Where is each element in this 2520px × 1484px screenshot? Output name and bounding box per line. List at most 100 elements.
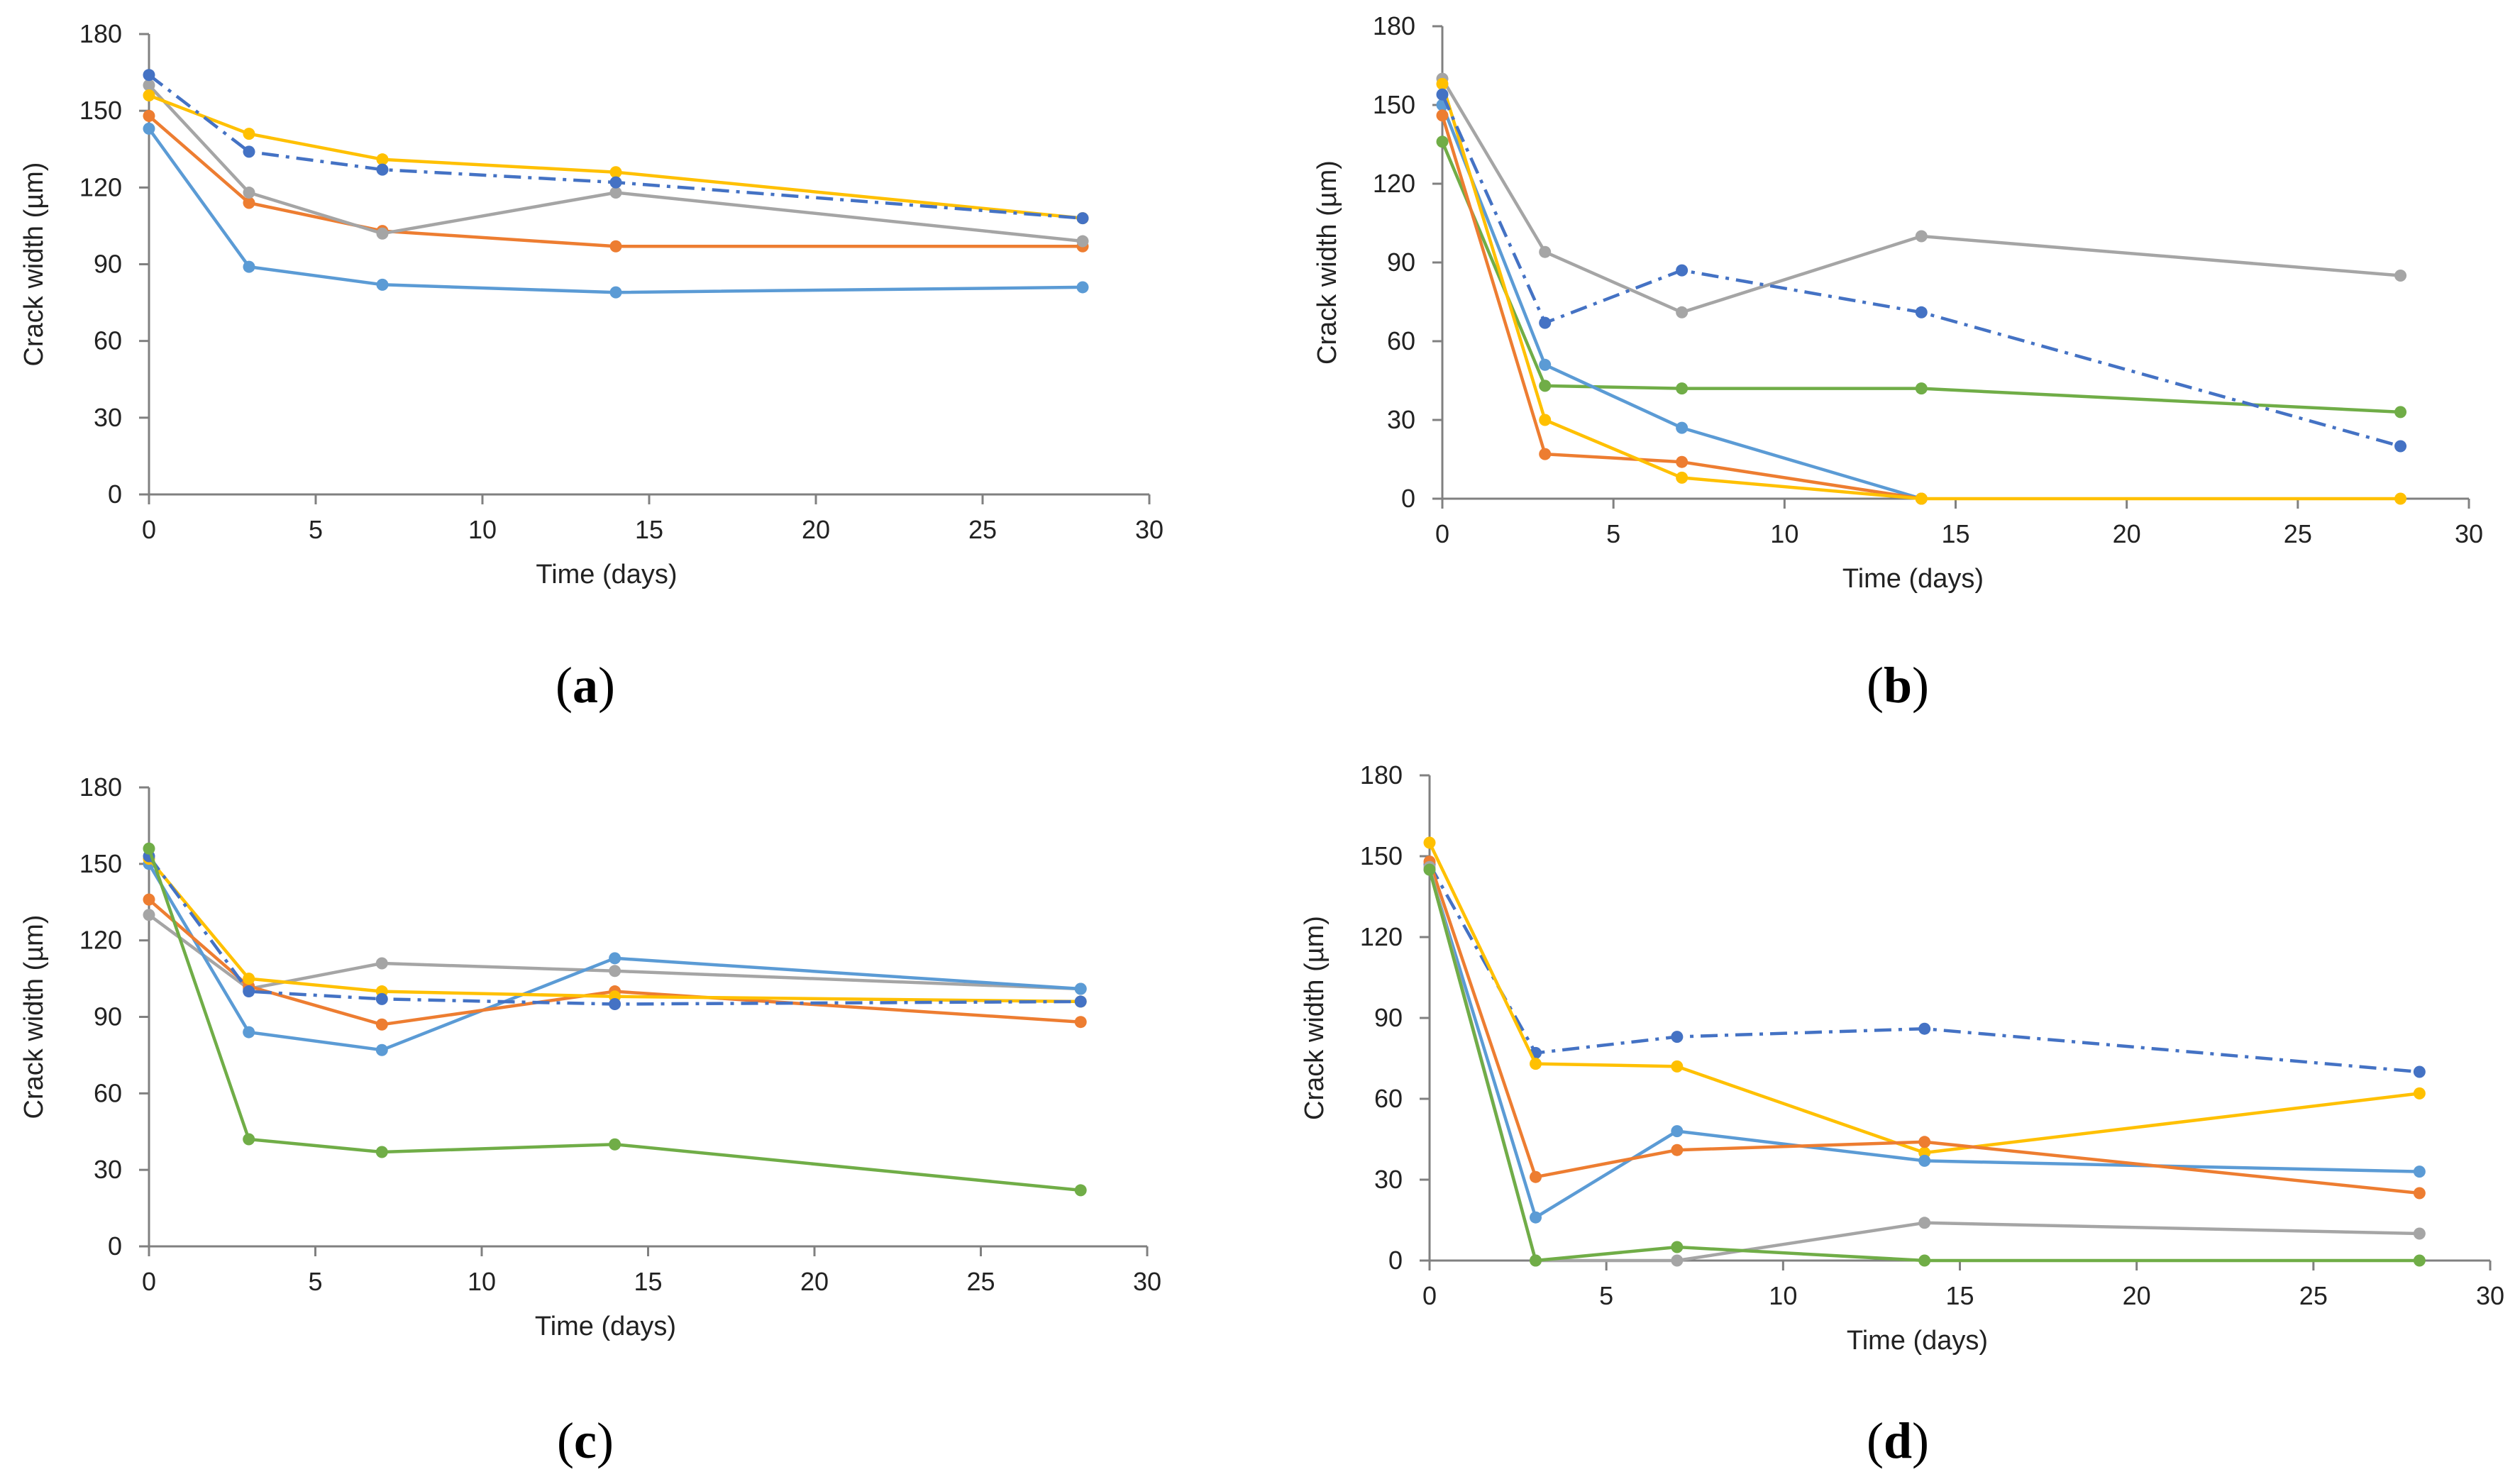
- x-tick-label: 30: [2476, 1281, 2504, 1310]
- data-point-blue: [376, 278, 389, 291]
- data-point-blue-dashdot: [376, 163, 389, 176]
- data-point-gray: [243, 187, 255, 199]
- y-tick-label: 150: [79, 96, 122, 125]
- data-point-orange: [1676, 455, 1689, 468]
- series-blue: [143, 122, 1089, 299]
- data-point-orange: [2413, 1187, 2426, 1200]
- x-tick-label: 25: [966, 1267, 995, 1296]
- data-point-blue-dashdot: [143, 69, 155, 82]
- series-line-blue-dashdot: [148, 73, 1083, 220]
- panel-b: 0 30 60 90 120 150 180 0 5 10 15 20 25 30 Time (days) C…: [1312, 11, 2483, 714]
- y-tick-label: 120: [1373, 169, 1415, 198]
- data-point-yellow: [1423, 836, 1436, 849]
- data-point-green: [243, 1133, 255, 1146]
- data-point-blue-dashdot: [1074, 995, 1087, 1008]
- data-point-blue: [1918, 1154, 1931, 1167]
- y-tick-label: 30: [94, 1155, 122, 1184]
- y-tick-label: 180: [79, 19, 122, 48]
- x-tick-label: 5: [308, 1267, 322, 1296]
- data-point-blue-dashdot: [609, 998, 621, 1011]
- y-tick-label: 0: [1401, 484, 1415, 513]
- data-point-gray: [376, 227, 389, 240]
- data-point-yellow: [609, 166, 622, 179]
- data-point-blue-dashdot: [1915, 306, 1928, 319]
- series-line-gray: [1441, 77, 2401, 314]
- data-point-blue: [1539, 358, 1552, 371]
- series-blue: [143, 858, 1087, 1056]
- series-yellow: [1436, 77, 2407, 505]
- data-point-blue: [1676, 421, 1689, 434]
- data-point-gray: [1915, 230, 1928, 243]
- x-axis-title: Time (days): [535, 1312, 676, 1341]
- x-tick-label: 10: [468, 515, 497, 544]
- x-tick-label: 20: [800, 1267, 829, 1296]
- data-point-blue: [375, 1043, 388, 1056]
- y-tick-label: 60: [94, 326, 122, 355]
- panel-label-close: ): [1912, 1412, 1929, 1469]
- data-point-gray: [375, 957, 388, 970]
- panel-label-letter: b: [1884, 657, 1912, 714]
- data-point-orange: [1074, 1016, 1087, 1029]
- data-point-green: [1530, 1254, 1542, 1267]
- data-point-green: [1423, 863, 1436, 876]
- data-point-blue-dashdot: [2394, 440, 2407, 453]
- series-gray: [1436, 72, 2407, 319]
- data-point-blue-dashdot: [1436, 88, 1449, 101]
- data-point-green: [1671, 1241, 1684, 1253]
- panel-c: 0 30 60 90 120 150 180 0 5 10 15 20 25 30 Time (days) C…: [19, 773, 1161, 1469]
- y-tick-label: 0: [108, 480, 122, 509]
- data-point-blue-dashdot: [243, 985, 255, 998]
- y-tick-label: 120: [79, 172, 122, 201]
- data-point-blue: [143, 122, 155, 135]
- data-point-yellow: [1676, 471, 1689, 484]
- data-point-yellow: [1671, 1060, 1684, 1073]
- y-tick-label: 0: [1388, 1246, 1403, 1275]
- data-point-orange: [1671, 1144, 1684, 1156]
- data-point-gray: [1676, 306, 1689, 319]
- data-point-gray: [143, 909, 155, 921]
- panel-label: (c): [557, 1412, 614, 1469]
- data-point-blue: [243, 260, 255, 273]
- panel-label-letter: c: [574, 1412, 597, 1469]
- x-tick-label: 5: [1599, 1281, 1613, 1310]
- data-point-green: [1539, 380, 1552, 392]
- data-point-blue: [243, 1026, 255, 1039]
- y-tick-label: 150: [1360, 841, 1403, 870]
- y-tick-label: 90: [94, 1002, 122, 1031]
- panel-label-close: ): [1912, 657, 1929, 714]
- panel-label-open: (: [1867, 657, 1884, 714]
- y-tick-label: 30: [94, 403, 122, 432]
- data-point-orange: [609, 240, 622, 253]
- y-tick-label: 90: [1374, 1003, 1403, 1032]
- data-point-blue-dashdot: [1918, 1022, 1931, 1035]
- x-tick-label: 15: [1941, 519, 1969, 548]
- x-tick-label: 30: [1135, 515, 1164, 544]
- panel-label-open: (: [1867, 1412, 1884, 1469]
- y-tick-label: 180: [1373, 11, 1415, 40]
- x-tick-label: 30: [2455, 519, 2483, 548]
- y-tick-label: 150: [79, 849, 122, 878]
- x-axis-title: Time (days): [1842, 564, 1984, 594]
- x-tick-label: 0: [142, 515, 156, 544]
- y-tick-label: 60: [1374, 1084, 1403, 1113]
- y-tick-label: 120: [79, 926, 122, 955]
- data-point-blue-dashdot: [2413, 1065, 2426, 1078]
- data-point-gray: [1076, 235, 1089, 248]
- y-tick-label: 30: [1374, 1165, 1403, 1194]
- y-tick-label: 120: [1360, 922, 1403, 951]
- data-point-orange: [143, 109, 155, 122]
- panel-label-letter: a: [573, 657, 598, 714]
- y-tick-label: 180: [1360, 760, 1403, 790]
- data-point-orange: [1530, 1170, 1542, 1183]
- x-tick-label: 20: [802, 515, 830, 544]
- data-point-yellow: [1530, 1058, 1542, 1070]
- x-tick-label: 5: [309, 515, 323, 544]
- series-line-yellow: [1427, 842, 2420, 1155]
- series-green: [1423, 863, 2426, 1267]
- data-point-green: [609, 1138, 621, 1151]
- series-orange: [1436, 109, 1928, 505]
- data-point-yellow: [243, 973, 255, 985]
- data-point-gray: [2394, 270, 2407, 282]
- series-line-blue-dashdot: [148, 855, 1081, 1006]
- data-point-orange: [375, 1018, 388, 1031]
